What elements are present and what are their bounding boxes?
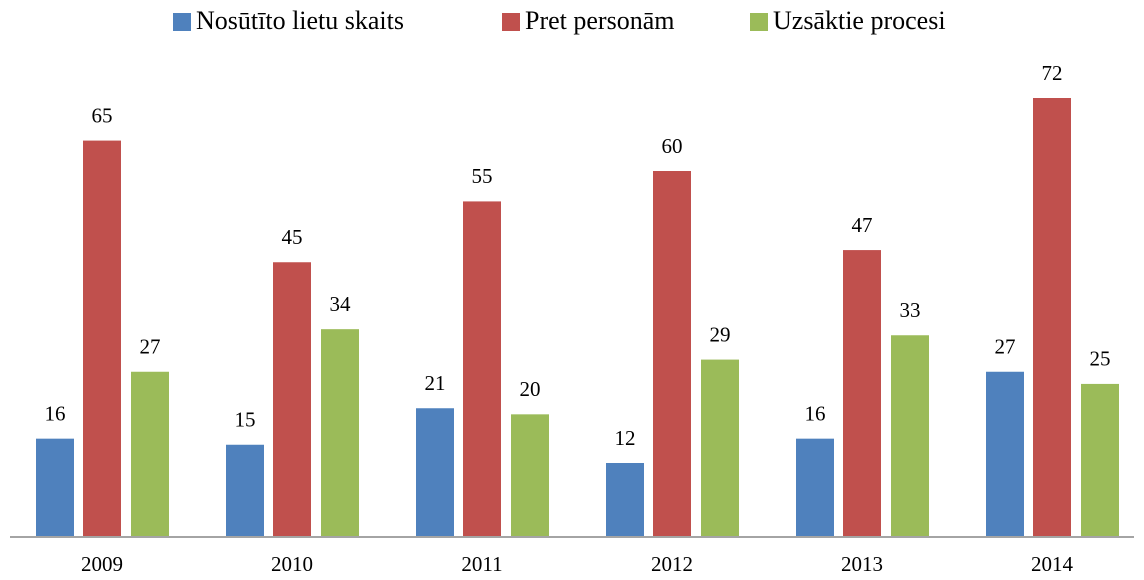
legend-label: Pret personām bbox=[525, 6, 674, 35]
bar bbox=[36, 438, 74, 536]
bar bbox=[986, 371, 1024, 536]
bar bbox=[1081, 383, 1119, 536]
value-label: 16 bbox=[805, 401, 826, 425]
legend-label: Nosūtīto lietu skaits bbox=[196, 6, 404, 35]
value-label: 27 bbox=[140, 335, 161, 359]
value-label: 55 bbox=[472, 164, 493, 188]
bar bbox=[1033, 98, 1071, 536]
bar bbox=[796, 438, 834, 536]
legend-swatch bbox=[750, 13, 768, 31]
legend-swatch bbox=[173, 13, 191, 31]
value-label: 34 bbox=[330, 292, 352, 316]
value-label: 16 bbox=[45, 401, 66, 425]
bar bbox=[226, 444, 264, 536]
x-tick-label: 2013 bbox=[841, 552, 883, 576]
value-label: 12 bbox=[615, 426, 636, 450]
value-label: 29 bbox=[710, 322, 731, 346]
bar bbox=[321, 329, 359, 536]
bar bbox=[606, 463, 644, 536]
bar bbox=[416, 408, 454, 536]
x-tick-label: 2012 bbox=[651, 552, 693, 576]
value-label: 27 bbox=[995, 335, 1016, 359]
x-tick-label: 2009 bbox=[81, 552, 123, 576]
value-label: 33 bbox=[900, 298, 921, 322]
value-label: 47 bbox=[852, 213, 873, 237]
bar bbox=[131, 371, 169, 536]
value-label: 25 bbox=[1090, 347, 1111, 371]
bar bbox=[891, 335, 929, 536]
value-label: 72 bbox=[1042, 61, 1063, 85]
bar bbox=[843, 250, 881, 537]
legend-swatch bbox=[502, 13, 520, 31]
bar bbox=[653, 171, 691, 536]
bar bbox=[83, 140, 121, 537]
bar bbox=[273, 262, 311, 536]
bar bbox=[701, 359, 739, 536]
value-label: 45 bbox=[282, 225, 303, 249]
value-label: 20 bbox=[520, 377, 541, 401]
value-label: 21 bbox=[425, 371, 446, 395]
bar bbox=[511, 414, 549, 536]
value-label: 60 bbox=[662, 134, 683, 158]
value-label: 65 bbox=[92, 103, 113, 127]
x-tick-label: 2011 bbox=[461, 552, 502, 576]
value-label: 15 bbox=[235, 408, 256, 432]
x-tick-label: 2010 bbox=[271, 552, 313, 576]
legend-label: Uzsāktie procesi bbox=[773, 6, 946, 35]
bar bbox=[463, 201, 501, 536]
x-tick-label: 2014 bbox=[1031, 552, 1074, 576]
